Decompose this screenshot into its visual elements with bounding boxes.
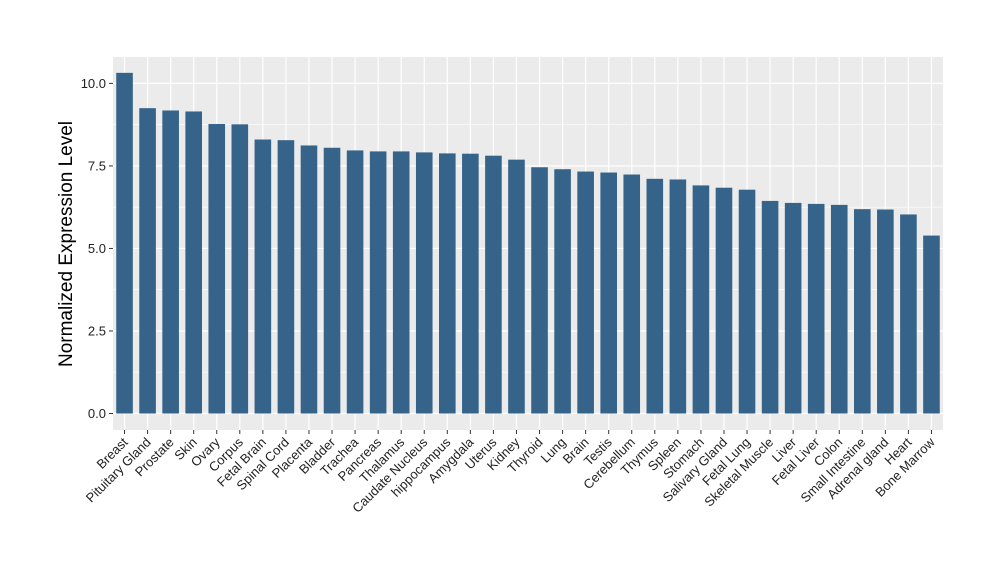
bar-liver: [784, 202, 802, 414]
bar-caudate-nucleus: [415, 152, 433, 414]
bar-brain: [577, 171, 594, 414]
bar-small-intestine: [854, 209, 871, 414]
bar-pituitary-gland: [139, 108, 156, 414]
y-tick-label: 7.5: [88, 158, 106, 173]
bar-bone-marrow: [923, 235, 940, 414]
bar-skin: [185, 111, 202, 414]
bars: [116, 72, 940, 414]
bar-cerebellum: [623, 174, 641, 414]
bar-hippocampus: [439, 153, 456, 414]
bar-prostate: [162, 110, 179, 414]
bar-skeletal-muscle: [761, 200, 779, 414]
bar-ovary: [208, 124, 226, 414]
bar-thymus: [646, 178, 664, 414]
bar-heart: [900, 214, 917, 414]
bar-salivary-gland: [715, 187, 733, 414]
bar-lung: [554, 169, 571, 414]
y-axis-ticks: 0.0 2.5 5.0 7.5 10.0: [81, 76, 113, 421]
bar-thalamus: [392, 151, 410, 414]
bar-bladder: [323, 147, 341, 414]
y-tick-label: 0.0: [88, 406, 106, 421]
y-tick-label: 2.5: [88, 323, 106, 338]
bar-fetal-lung: [738, 189, 756, 414]
y-tick-label: 10.0: [81, 76, 106, 91]
bar-breast: [116, 72, 133, 414]
plot-panel: [113, 57, 943, 430]
bar-colon: [830, 204, 848, 414]
bar-adrenal-gland: [877, 209, 894, 414]
bar-placenta: [300, 145, 318, 414]
bar-fetal-liver: [807, 203, 825, 414]
bar-spinal-cord: [277, 140, 295, 414]
bar-fetal-brain: [254, 139, 272, 414]
bar-pancreas: [369, 151, 387, 414]
bar-stomach: [692, 185, 710, 414]
bar-spleen: [669, 179, 687, 414]
bar-corpus: [231, 124, 249, 414]
bar-amygdala: [462, 153, 479, 414]
y-axis-label: Normalized Expression Level: [56, 121, 77, 367]
bar-trachea: [346, 150, 364, 414]
bar-testis: [600, 172, 617, 414]
y-tick-label: 5.0: [88, 241, 106, 256]
bar-thyroid: [531, 167, 548, 414]
bar-uterus: [485, 155, 502, 414]
bar-kidney: [508, 159, 525, 414]
